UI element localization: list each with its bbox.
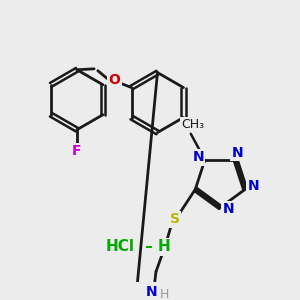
Text: –: – (144, 239, 152, 254)
Text: H: H (160, 288, 169, 300)
Text: CH₃: CH₃ (181, 118, 204, 131)
Text: HCl: HCl (106, 239, 134, 254)
Text: O: O (109, 73, 121, 87)
Text: N: N (232, 146, 243, 160)
Text: H: H (158, 239, 170, 254)
Text: N: N (248, 178, 260, 193)
Text: N: N (146, 285, 157, 299)
Text: N: N (223, 202, 235, 216)
Text: F: F (72, 144, 82, 158)
Text: N: N (193, 150, 204, 164)
Text: S: S (170, 212, 180, 226)
